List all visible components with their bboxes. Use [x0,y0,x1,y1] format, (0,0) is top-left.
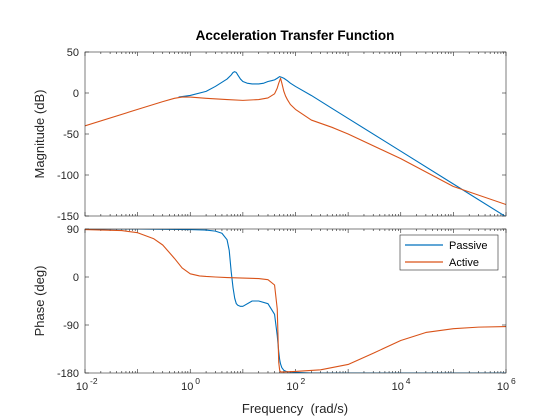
x-axis-label: Frequency (rad/s) [242,401,348,416]
phase-axes-box [84,228,507,374]
series-line-active [85,229,506,373]
x-tick-label: 10 [286,381,298,393]
y-tick-label: 0 [73,272,79,284]
x-tick-label-exponent: -2 [90,376,98,386]
y-tick-label: 50 [67,47,79,59]
magnitude-y-axis-label: Magnitude (dB) [32,90,47,179]
legend-label-passive: Passive [449,240,488,252]
y-tick-label: 0 [73,88,79,100]
x-tick-label: 10 [392,381,404,393]
magnitude-y-tick-labels: 50 0 -50 -100 -150 [57,47,79,223]
legend-label-active: Active [449,257,479,269]
series-line-passive [178,71,506,216]
series-line-active [85,77,506,206]
legend-box [399,234,499,271]
x-tick-label-exponent: 4 [406,376,411,386]
magnitude-lines [85,71,506,216]
y-tick-label: -90 [63,320,79,332]
y-tick-label: -150 [57,211,79,223]
phase-lines [85,229,506,373]
y-tick-label: -180 [57,368,79,380]
y-tick-label: -50 [63,129,79,141]
magnitude-plot-area [85,52,506,216]
magnitude-axes-box [84,51,507,217]
y-tick-label: -100 [57,170,79,182]
figure-title: Acceleration Transfer Function [196,28,395,43]
phase-x-tick-labels: 10 -2 10 0 10 2 10 4 10 6 [76,376,516,393]
phase-y-axis-label: Phase (deg) [32,266,47,337]
legend: Passive Active [399,234,499,271]
x-tick-label-exponent: 6 [511,376,516,386]
x-tick-label: 10 [497,381,509,393]
y-tick-label: 90 [67,224,79,236]
x-tick-label-exponent: 0 [195,376,200,386]
magnitude-axes: 50 0 -50 -100 -150 Magnitude (dB) [32,47,507,223]
phase-y-tick-labels: 90 0 -90 -180 [57,224,79,380]
x-tick-label: 10 [181,381,193,393]
x-tick-label-exponent: 2 [301,376,306,386]
series-line-passive [85,229,506,373]
x-tick-label: 10 [76,381,88,393]
